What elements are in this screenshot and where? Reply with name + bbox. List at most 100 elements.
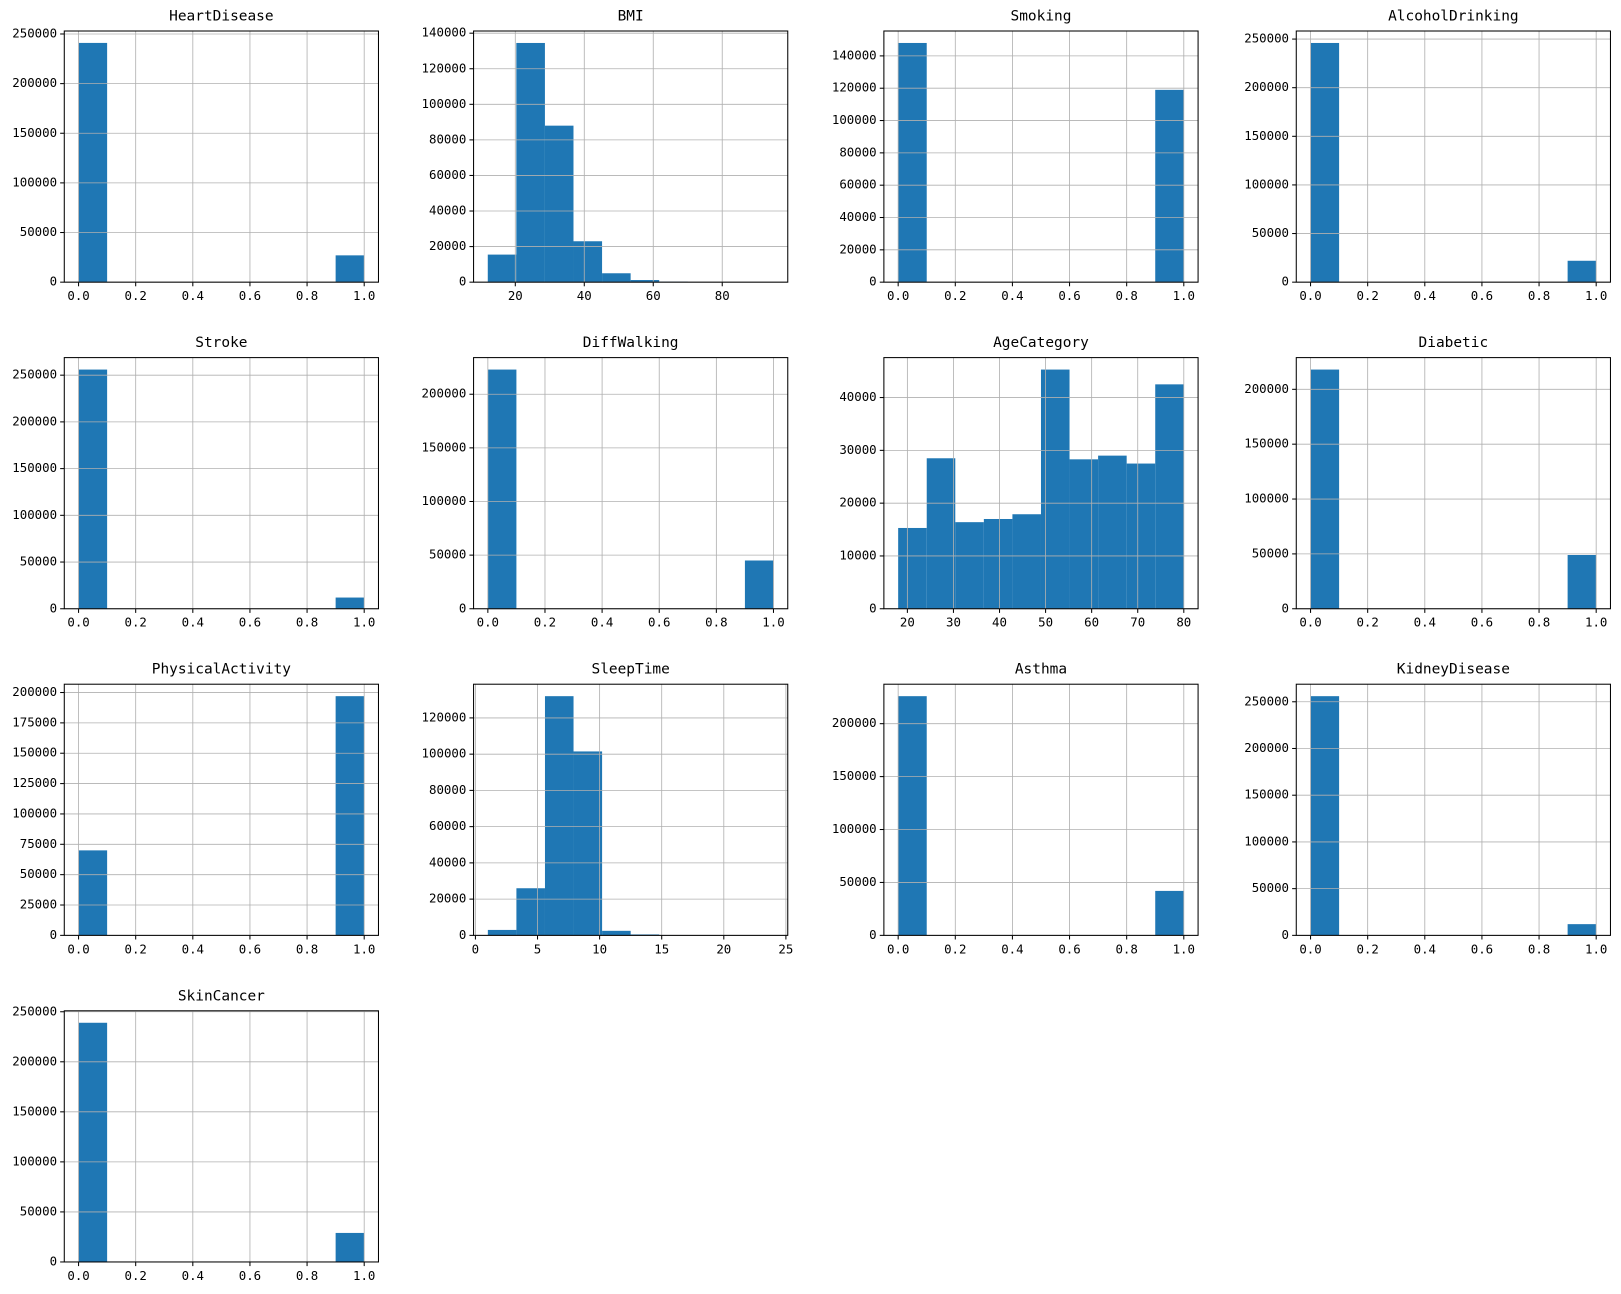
bar <box>78 369 108 609</box>
x-tick-label: 0.4 <box>1001 288 1023 303</box>
y-tick-label: 100000 <box>422 96 467 111</box>
x-tick-label: 10 <box>592 941 607 956</box>
bar <box>898 527 927 609</box>
x-tick-label: 0.0 <box>67 615 89 630</box>
x-tick-label: 0.8 <box>296 615 318 630</box>
x-tick-label: 0.2 <box>124 288 146 303</box>
x-tick-label: 0.4 <box>1414 615 1436 630</box>
x-tick-label: 0.6 <box>1471 941 1493 956</box>
y-tick-label: 0 <box>459 927 466 942</box>
bar <box>516 42 545 283</box>
y-tick-label: 100000 <box>12 805 57 820</box>
x-tick-label: 0.2 <box>944 941 966 956</box>
y-tick-label: 0 <box>50 1253 57 1268</box>
subplot-title: SkinCancer <box>178 988 265 1004</box>
bar <box>1567 554 1597 609</box>
x-tick-label: 0.6 <box>648 615 670 630</box>
x-tick-label: 0.0 <box>67 288 89 303</box>
y-tick-label: 200000 <box>1244 381 1289 396</box>
x-tick-label: 1.0 <box>353 1268 375 1283</box>
x-tick-label: 60 <box>646 288 661 303</box>
x-tick-label: 80 <box>715 288 730 303</box>
x-tick-label: 1.0 <box>1585 615 1607 630</box>
y-tick-label: 50000 <box>1252 880 1289 895</box>
x-tick-label: 0.2 <box>1356 941 1378 956</box>
y-tick-label: 100000 <box>422 493 467 508</box>
y-tick-label: 100000 <box>1244 833 1289 848</box>
subplot: DiffWalking 0.0 0.2 0.4 0.6 0.8 1.0 0 50000 10000… <box>422 335 789 630</box>
subplot-title: Stroke <box>195 335 247 351</box>
y-tick-label: 50000 <box>20 866 57 881</box>
y-tick-label: 200000 <box>1244 740 1289 755</box>
bar <box>573 241 603 283</box>
x-tick-label: 0.4 <box>182 288 204 303</box>
y-tick-label: 150000 <box>1244 128 1289 143</box>
x-tick-label: 1.0 <box>1585 941 1607 956</box>
x-tick-label: 0.4 <box>1414 941 1436 956</box>
y-tick-label: 200000 <box>1244 79 1289 94</box>
x-tick-label: 15 <box>654 941 669 956</box>
bar <box>1126 463 1156 609</box>
subplot: AlcoholDrinking 0.0 0.2 0.4 0.6 0.8 1.0 0 50000 1… <box>1244 9 1611 303</box>
bar <box>335 696 365 936</box>
axes-frame <box>63 30 379 283</box>
y-tick-label: 150000 <box>12 1103 57 1118</box>
axes-frame <box>883 683 1199 936</box>
x-tick-label: 5 <box>534 941 541 956</box>
bar <box>544 125 574 283</box>
y-tick-label: 80000 <box>429 131 466 146</box>
bar <box>1567 924 1597 936</box>
axes-frame <box>473 30 789 283</box>
bar <box>926 458 956 609</box>
x-tick-label: 0.0 <box>1299 941 1321 956</box>
bar <box>955 522 984 609</box>
x-tick-label: 30 <box>946 615 961 630</box>
axes-frame <box>63 1010 379 1263</box>
x-tick-label: 0.2 <box>124 615 146 630</box>
y-tick-label: 140000 <box>422 25 467 40</box>
y-tick-label: 20000 <box>429 238 466 253</box>
bar <box>1069 459 1099 609</box>
x-tick-label: 0.0 <box>477 615 499 630</box>
bar <box>487 929 517 936</box>
y-tick-label: 50000 <box>20 224 57 239</box>
x-tick-label: 25 <box>778 941 793 956</box>
subplot: PhysicalActivity 0.0 0.2 0.4 0.6 0.8 1.0 0 25000… <box>12 662 379 956</box>
axes-frame <box>63 357 379 610</box>
y-tick-label: 20000 <box>839 241 876 256</box>
y-tick-label: 125000 <box>12 775 57 790</box>
y-tick-label: 20000 <box>839 495 876 510</box>
y-tick-label: 100000 <box>832 821 877 836</box>
subplot-title: Diabetic <box>1419 335 1489 351</box>
axes-frame <box>883 357 1199 610</box>
bar <box>1310 42 1340 283</box>
y-tick-label: 150000 <box>1244 787 1289 802</box>
y-tick-label: 150000 <box>1244 436 1289 451</box>
x-tick-label: 0.0 <box>887 288 909 303</box>
axes-frame <box>473 683 789 936</box>
bar <box>573 751 603 936</box>
x-tick-label: 1.0 <box>762 615 784 630</box>
y-tick-label: 100000 <box>1244 491 1289 506</box>
bar <box>1310 369 1340 609</box>
y-tick-label: 100000 <box>12 174 57 189</box>
y-tick-label: 175000 <box>12 714 57 729</box>
x-tick-label: 0.8 <box>1115 288 1137 303</box>
subplot-title: PhysicalActivity <box>152 662 292 678</box>
bar <box>335 597 365 609</box>
bar <box>602 273 631 283</box>
bar <box>1098 455 1127 609</box>
x-tick-label: 0.4 <box>1001 941 1023 956</box>
y-tick-label: 150000 <box>12 460 57 475</box>
bar <box>630 280 660 283</box>
y-tick-label: 50000 <box>839 874 876 889</box>
x-tick-label: 0.6 <box>239 615 261 630</box>
x-tick-label: 0.8 <box>1528 615 1550 630</box>
x-tick-label: 0.2 <box>1356 615 1378 630</box>
y-tick-label: 100000 <box>422 746 467 761</box>
y-tick-label: 60000 <box>429 818 466 833</box>
x-tick-label: 0.4 <box>591 615 613 630</box>
x-tick-label: 20 <box>508 288 523 303</box>
